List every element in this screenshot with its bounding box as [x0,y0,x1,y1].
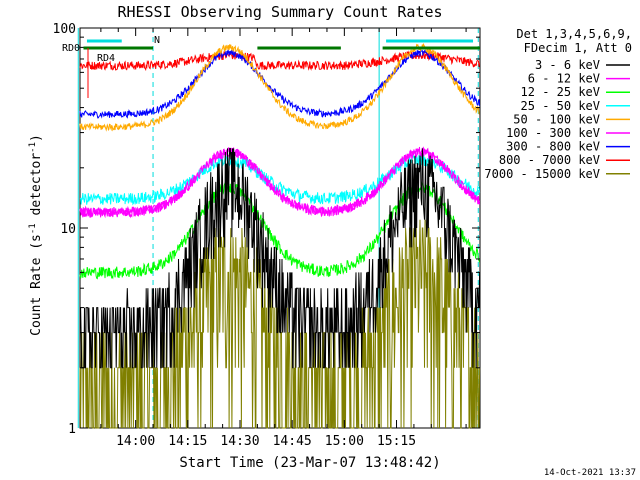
x-tick-label-4: 15:00 [325,434,364,449]
axis-layer: 14:00 14:15 14:30 14:45 15:00 15:15 1 10 100 [53,22,480,449]
legend-label-7: 800 - 7000 keV [499,153,600,167]
series-line-4 [79,42,480,132]
x-tick-label-2: 14:30 [220,434,259,449]
x-tick-label-3: 14:45 [273,434,312,449]
legend-label-2: 12 - 25 keV [521,85,600,99]
legend-label-3: 25 - 50 keV [521,99,600,113]
legend-label-5: 100 - 300 keV [506,126,600,140]
legend: Det 1,3,4,5,6,9, FDecim 1, Att 0 3 - 6 k… [484,27,632,181]
series-line-0 [80,147,481,369]
legend-label-1: 6 - 12 keV [528,72,600,86]
flag-layer: RD0 RD4 N [62,35,480,98]
series-line-3 [79,154,481,206]
chart-title: RHESSI Observing Summary Count Rates [117,3,442,21]
y-tick-label-0: 1 [68,422,76,437]
y-tick-label-2: 100 [53,22,76,37]
footer-timestamp: 14-Oct-2021 13:37 [544,468,636,478]
y-label-main: Count Rate (s [29,234,44,336]
x-tick-label-0: 14:00 [116,434,155,449]
flag-label-rd0: RD0 [62,43,80,54]
y-axis-label: Count Rate (s-1 detector-1) [28,134,44,336]
y-label-end: ) [29,134,44,142]
x-tick-label-1: 14:15 [168,434,207,449]
legend-label-4: 50 - 100 keV [513,112,600,126]
series-line-1 [79,146,481,219]
x-tick-label-5: 15:15 [377,434,416,449]
flag-label-rd4: RD4 [97,53,115,64]
y-label-sup2: -1 [28,142,38,153]
legend-label-8: 7000 - 15000 keV [484,167,600,181]
legend-label-0: 3 - 6 keV [535,58,600,72]
x-axis-label: Start Time (23-Mar-07 13:48:42) [179,455,440,471]
legend-header-line-2: FDecim 1, Att 0 [524,41,632,55]
y-label-sup1: -1 [28,223,38,234]
y-label-mid: detector [29,153,44,224]
y-tick-label-1: 10 [60,222,76,237]
data-layer [77,28,481,429]
legend-label-6: 300 - 800 keV [506,140,600,154]
series-line-6 [79,49,481,119]
flag-label-n: N [154,35,160,46]
legend-header-line-1: Det 1,3,4,5,6,9, [516,27,632,41]
